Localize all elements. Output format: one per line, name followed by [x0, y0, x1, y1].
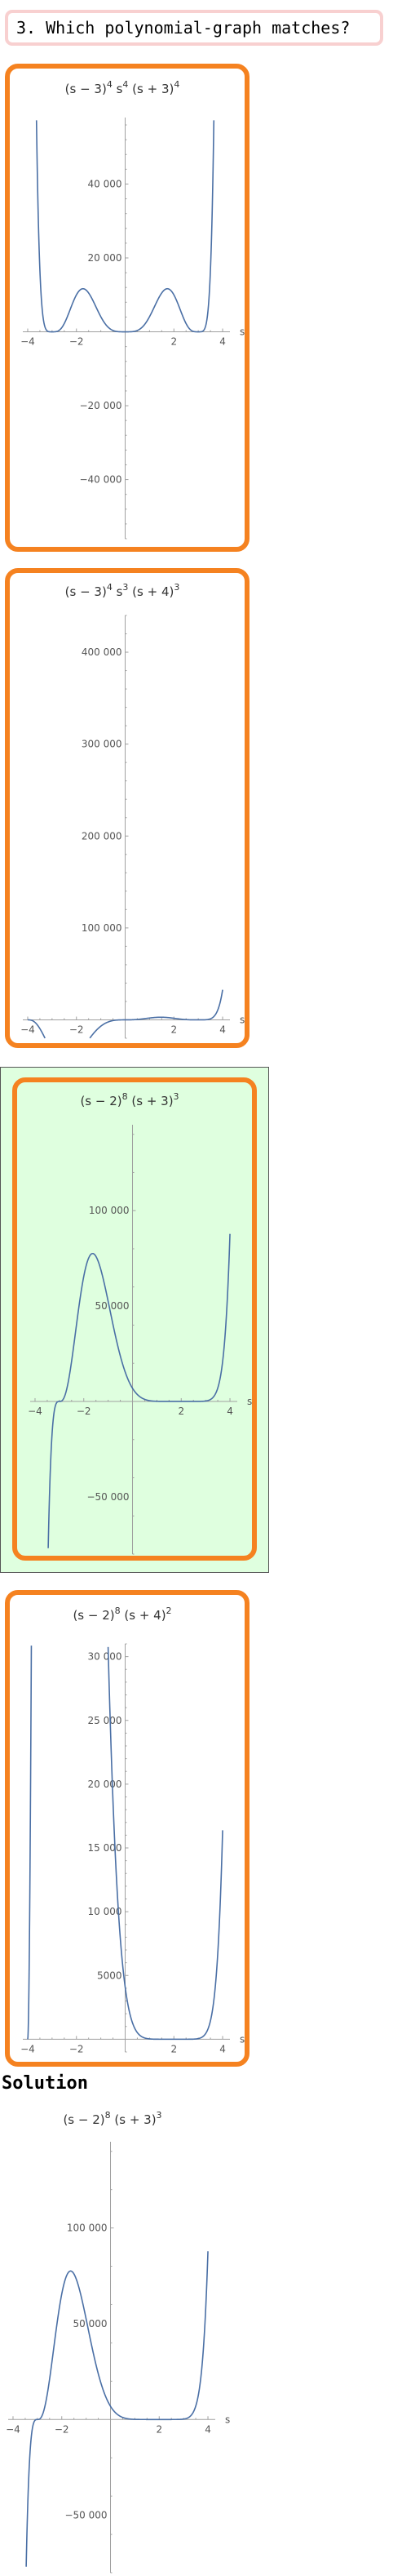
plot-a-y-tick-label: 40 000: [88, 178, 122, 189]
plot-c-curve: [47, 1233, 231, 1548]
plot-a: (s − 3)4 s4 (s + 3)4s−4 −2 2 4−40 000−20 00…: [20, 79, 245, 540]
plot-c-title-exp-0: 8: [122, 1091, 128, 1102]
plot-a-y-tick-label: 20 000: [88, 252, 122, 264]
plot-b-title: (s − 3)4 s3 (s + 4)3: [65, 582, 180, 599]
plot-s-x-tick-label: −4: [6, 2423, 20, 2435]
plot-c-y-tick-label: −50 000: [86, 1491, 129, 1503]
plot-a-title-base-0: (s − 3): [65, 82, 107, 96]
plot-b-x-tick-label: −4: [20, 1024, 35, 1035]
plot-c-x-tick-label: −2: [77, 1406, 91, 1417]
plot-d-axis-label: s: [240, 2033, 245, 2045]
plot-b-axis-label: s: [240, 1014, 245, 1025]
plot-b-x-tick-label: 2: [170, 1024, 177, 1035]
plot-c-x-tick-label: −4: [28, 1406, 42, 1417]
solution-plot: (s − 2)8 (s + 3)3 s −4 −2 2 4 −50 000 50 000 100…: [6, 2110, 230, 2574]
plot-b-title-base-1: s: [113, 584, 123, 599]
plot-b-x-tick-label: 4: [219, 1024, 226, 1035]
plot-b-y-tick-label: 100 000: [82, 922, 122, 934]
plot-a-x-tick-label: 4: [219, 336, 226, 348]
plot-a-title: (s − 3)4 s4 (s + 3)4: [65, 79, 180, 96]
plot-c-x-tick-label: 2: [178, 1406, 184, 1417]
plot-d-x-tick-label: −4: [20, 2043, 35, 2054]
plot-d-y-tick-label: 25 000: [88, 1715, 122, 1726]
plot-a-curve: [35, 120, 215, 333]
plot-b-curve: [27, 989, 223, 1039]
plot-c: (s − 2)8 (s + 3)3 s −4 −2 2 4 −50 000 50 000 100…: [28, 1091, 252, 1555]
plot-s-title-base-1: (s + 3): [111, 2112, 157, 2127]
plot-s-title-exp-0: 8: [105, 2110, 111, 2121]
plot-d-title-exp-0: 8: [115, 1606, 121, 1616]
plot-d-curve: [27, 1646, 223, 2041]
plot-b-title-base-0: (s − 3): [65, 584, 107, 599]
plot-d-x-tick-label: 4: [219, 2043, 226, 2054]
plot-s-title: (s − 2)8 (s + 3)3: [63, 2110, 161, 2127]
plot-a-y-tick-label: −40 000: [79, 474, 121, 486]
choice-card-b[interactable]: (s − 3)4 s3 (s + 4)3 s −4 −2 2 4 100 000 200 00…: [5, 568, 249, 1048]
plot-c-axis-label: s: [247, 1396, 252, 1407]
plot-b-y-tick-label: 200 000: [82, 830, 122, 842]
plot-s-x-tick-label: 2: [156, 2423, 162, 2435]
question-text: 3. Which polynomial-graph matches?: [16, 18, 351, 38]
plot-b-title-base-2: (s + 4): [128, 584, 174, 599]
plot-d-x-tick-label: −2: [69, 2043, 84, 2054]
plot-s-y-tick-label: 50 000: [73, 2318, 108, 2330]
plot-a-x-tick-label: −4: [20, 336, 35, 348]
plot-b-x-tick-label: −2: [69, 1024, 84, 1035]
plot-d-title-exp-1: 2: [166, 1606, 172, 1616]
choice-card-d[interactable]: (s − 2)8 (s + 4)2 s −4 −2 2 4 5000 10 000 15 000…: [5, 1590, 249, 2067]
plot-a-title-base-2: (s + 3): [128, 82, 174, 96]
plot-s-y-tick-label: 100 000: [67, 2223, 108, 2234]
plot-b-y-tick-label: 300 000: [82, 739, 122, 750]
plot-s-title-exp-1: 3: [157, 2110, 162, 2121]
plot-s-curve: [25, 2251, 209, 2567]
plot-d-x-tick-label: 2: [170, 2043, 177, 2054]
plot-s-y-tick-label: −50 000: [64, 2510, 107, 2521]
plot-s-axis-label: s: [225, 2414, 230, 2425]
plot-a-y-tick-label: −20 000: [79, 400, 121, 411]
plot-d-y-tick-label: 30 000: [88, 1651, 122, 1663]
plot-a-title-exp-0: 4: [107, 79, 113, 90]
plot-c-x-tick-label: 4: [227, 1406, 233, 1417]
plot-c-title-exp-1: 3: [174, 1091, 179, 1102]
plot-d-y-tick-label: 15 000: [88, 1842, 122, 1854]
plot-s-title-base-0: (s − 2): [63, 2112, 104, 2127]
plot-a-title-base-1: s: [113, 82, 123, 96]
plot-s-x-tick-label: 4: [205, 2423, 211, 2435]
plot-c-title-base-0: (s − 2): [80, 1094, 121, 1108]
plot-s-x-tick-label: −2: [55, 2423, 69, 2435]
plot-b-title-exp-2: 3: [174, 582, 179, 593]
plot-a-axis-label: s: [240, 326, 245, 338]
plot-d-y-tick-label: 20 000: [88, 1779, 122, 1790]
choice-card-a[interactable]: (s − 3)4 s4 (s + 3)4 s −4 −2 2 4 −40 000 −20 00…: [5, 64, 249, 552]
choice-card-c[interactable]: (s − 2)8 (s + 3)3 s −4 −2 2 4 −50 000 50 000 100…: [12, 1077, 257, 1561]
plot-a-x-tick-label: 2: [170, 336, 177, 348]
plot-d-y-tick-label: 10 000: [88, 1906, 122, 1917]
plot-c-title: (s − 2)8 (s + 3)3: [80, 1091, 179, 1108]
plot-d-y-tick-label: 5000: [97, 1970, 122, 1981]
plot-b-y-tick-label: 400 000: [82, 646, 122, 658]
plot-c-y-tick-label: 50 000: [95, 1300, 130, 1312]
plot-c-title-base-1: (s + 3): [128, 1094, 174, 1108]
plot-c-y-tick-label: 100 000: [89, 1205, 130, 1216]
plot-d-title: (s − 2)8 (s + 4)2: [73, 1606, 171, 1623]
plot-a-x-tick-label: −2: [69, 336, 84, 348]
question-box: 3. Which polynomial-graph matches?: [5, 10, 383, 46]
plot-d-title-base-1: (s + 4): [121, 1608, 166, 1623]
plot-a-title-exp-2: 4: [174, 79, 179, 90]
plot-b-title-exp-0: 4: [107, 582, 113, 593]
correct-answer-highlight: (s − 2)8 (s + 3)3 s −4 −2 2 4 −50 000 50 000 100…: [0, 1067, 269, 1573]
plot-d-title-base-0: (s − 2): [73, 1608, 114, 1623]
plot-b-title-exp-1: 3: [122, 582, 128, 593]
solution-heading: Solution: [2, 2073, 88, 2094]
plot-a-title-exp-1: 4: [122, 79, 128, 90]
